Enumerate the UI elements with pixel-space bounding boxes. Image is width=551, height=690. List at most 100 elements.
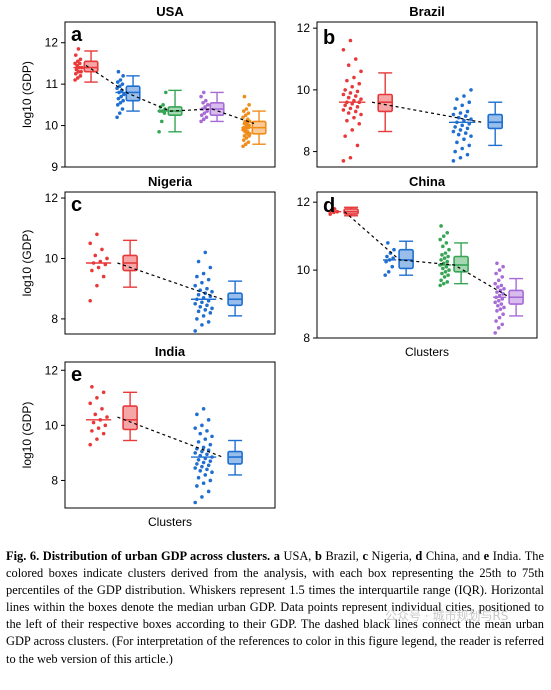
city-point bbox=[343, 134, 347, 138]
city-point bbox=[501, 264, 505, 269]
city-point bbox=[384, 259, 388, 264]
city-point bbox=[76, 47, 81, 51]
city-point bbox=[208, 478, 213, 483]
y-tick-label-d: 8 bbox=[303, 331, 310, 345]
plot-frame-e bbox=[64, 361, 276, 509]
plot-frame-d bbox=[316, 191, 538, 339]
city-point bbox=[90, 384, 94, 389]
city-point bbox=[442, 275, 447, 279]
city-point bbox=[458, 128, 463, 132]
city-point bbox=[455, 97, 459, 101]
city-point bbox=[241, 115, 245, 120]
caption-country-e: India. bbox=[489, 549, 522, 563]
city-point bbox=[441, 281, 446, 286]
city-point bbox=[451, 129, 456, 134]
city-point bbox=[493, 300, 498, 305]
panel-e: India 8 10 12 log10 (GDP) Clusters e bbox=[20, 344, 276, 529]
city-point bbox=[467, 100, 472, 105]
city-point bbox=[91, 420, 96, 425]
city-point bbox=[458, 155, 463, 160]
city-point bbox=[456, 132, 461, 137]
y-axis-label-c: log10 (GDP) bbox=[20, 230, 34, 297]
y-tick-label-e: 8 bbox=[51, 473, 58, 487]
city-point bbox=[210, 289, 214, 294]
city-point bbox=[497, 315, 502, 320]
caption-country-a: USA, bbox=[279, 549, 315, 563]
city-point bbox=[442, 256, 447, 261]
city-point bbox=[201, 445, 206, 450]
city-point bbox=[357, 81, 362, 86]
city-point bbox=[196, 440, 201, 444]
city-point bbox=[353, 109, 358, 114]
city-point bbox=[502, 305, 506, 310]
panel-title-e: India bbox=[155, 344, 186, 359]
cluster-a-3 bbox=[157, 89, 183, 134]
city-point bbox=[201, 271, 206, 276]
city-point bbox=[210, 434, 214, 439]
city-point bbox=[493, 331, 498, 335]
city-point bbox=[195, 412, 199, 417]
city-point bbox=[115, 115, 119, 120]
mean-dashed-line-d bbox=[344, 211, 510, 298]
city-point bbox=[159, 119, 164, 124]
city-point bbox=[493, 281, 498, 286]
city-point bbox=[453, 149, 457, 154]
city-point bbox=[392, 247, 396, 252]
city-point bbox=[116, 69, 121, 74]
panel-c: Nigeria 8 10 12 log10 (GDP) c bbox=[20, 174, 276, 335]
city-point bbox=[88, 401, 92, 406]
caption-letter-a: a bbox=[273, 549, 280, 563]
plot-frame-c bbox=[64, 191, 276, 335]
x-axis-label-d: Clusters bbox=[405, 345, 449, 359]
city-point bbox=[243, 142, 248, 147]
city-point bbox=[355, 89, 360, 94]
city-point bbox=[499, 302, 504, 306]
city-point bbox=[494, 319, 498, 323]
city-point bbox=[196, 475, 201, 480]
city-point bbox=[101, 274, 106, 279]
city-point bbox=[118, 78, 123, 82]
city-point bbox=[200, 423, 204, 428]
panel-letter-e: e bbox=[71, 364, 82, 386]
x-axis-label-e: Clusters bbox=[148, 515, 192, 529]
city-point bbox=[496, 285, 500, 289]
city-point bbox=[359, 97, 363, 101]
panel-title-c: Nigeria bbox=[148, 174, 193, 189]
caption-country-c: Nigeria, bbox=[367, 549, 416, 563]
city-point bbox=[341, 92, 346, 97]
city-point bbox=[95, 283, 99, 288]
cluster-a-1 bbox=[73, 47, 99, 83]
city-point bbox=[88, 298, 92, 303]
city-point bbox=[193, 500, 197, 505]
city-point bbox=[346, 111, 351, 115]
city-point bbox=[201, 100, 205, 105]
city-point bbox=[386, 241, 390, 245]
city-point bbox=[501, 312, 505, 317]
cluster-a-5 bbox=[241, 94, 267, 149]
city-point bbox=[208, 311, 213, 315]
city-point bbox=[439, 278, 443, 283]
y-tick-label-c: 8 bbox=[51, 312, 58, 326]
city-point bbox=[497, 268, 502, 272]
city-point bbox=[447, 268, 451, 272]
city-point bbox=[462, 94, 466, 98]
city-point bbox=[206, 103, 210, 107]
city-point bbox=[122, 92, 126, 97]
city-point bbox=[465, 126, 470, 131]
city-point bbox=[346, 95, 351, 100]
panel-title-d: China bbox=[409, 174, 446, 189]
city-point bbox=[348, 38, 353, 43]
cluster-e-1 bbox=[86, 384, 138, 447]
city-point bbox=[458, 111, 463, 115]
city-point bbox=[460, 146, 465, 151]
city-point bbox=[455, 140, 459, 145]
city-point bbox=[386, 269, 391, 274]
city-point bbox=[445, 230, 450, 235]
caption-body: The colored boxes indicate clusters deri… bbox=[6, 549, 544, 666]
city-point bbox=[496, 303, 500, 308]
city-point bbox=[438, 237, 443, 242]
city-point bbox=[469, 134, 473, 138]
panel-d: China 8 10 12 Clusters d bbox=[297, 174, 538, 359]
y-tick-label-a: 9 bbox=[51, 160, 58, 174]
figure-caption: Fig. 6. Distribution of urban GDP across… bbox=[6, 548, 544, 668]
